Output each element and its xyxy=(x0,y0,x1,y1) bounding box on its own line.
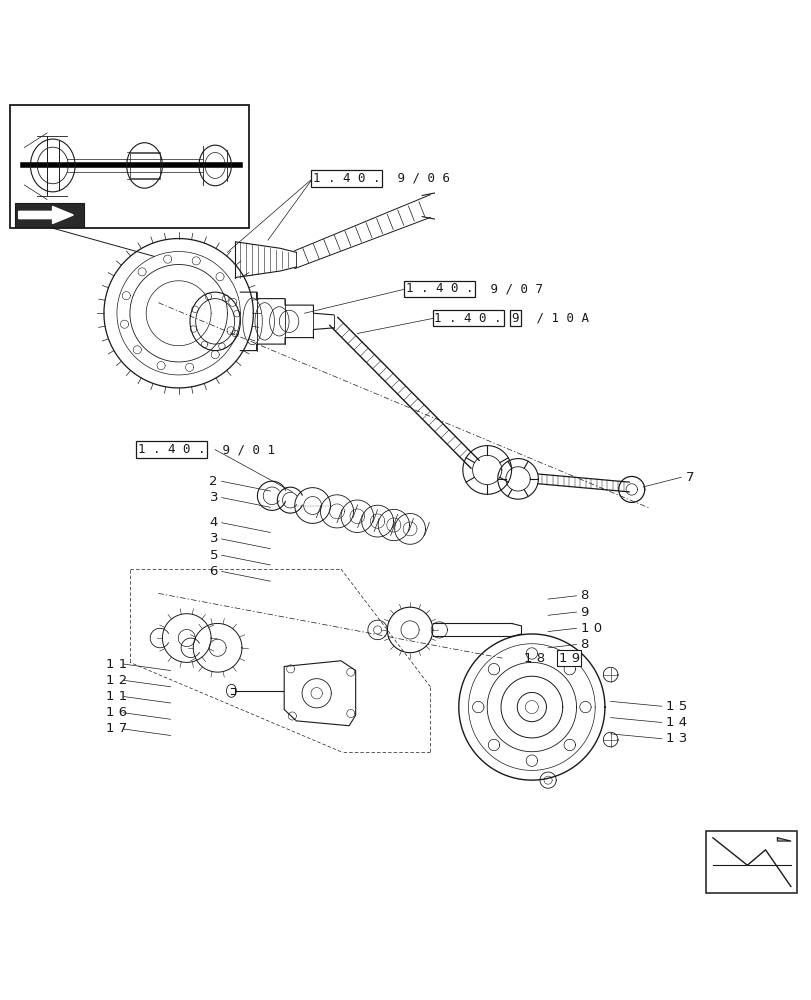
Text: 1 . 4 0 .: 1 . 4 0 . xyxy=(312,172,380,185)
Text: 1 3: 1 3 xyxy=(665,732,686,745)
Polygon shape xyxy=(776,838,790,841)
Bar xyxy=(706,831,796,893)
Text: 1 . 4 0 .: 1 . 4 0 . xyxy=(434,312,501,325)
Text: 6: 6 xyxy=(209,565,217,578)
Text: 1 5: 1 5 xyxy=(665,700,686,713)
Text: 5: 5 xyxy=(209,549,217,562)
Text: 1 8: 1 8 xyxy=(523,652,544,665)
Text: 1 1: 1 1 xyxy=(105,690,127,703)
Text: 8: 8 xyxy=(580,638,588,651)
Text: 1 . 4 0 .: 1 . 4 0 . xyxy=(138,443,205,456)
Text: 1 4: 1 4 xyxy=(665,716,686,729)
Text: 7: 7 xyxy=(685,471,693,484)
Text: 1 9: 1 9 xyxy=(558,652,579,665)
Text: 4: 4 xyxy=(209,516,217,529)
Bar xyxy=(10,105,249,228)
Text: 1 6: 1 6 xyxy=(105,706,127,719)
Text: 9 / 0 6: 9 / 0 6 xyxy=(389,172,449,185)
Text: 9: 9 xyxy=(511,312,518,325)
Bar xyxy=(130,153,160,178)
Text: 1 0: 1 0 xyxy=(580,622,601,635)
Text: 9 / 0 7: 9 / 0 7 xyxy=(483,282,543,295)
Text: 9: 9 xyxy=(580,606,588,619)
Polygon shape xyxy=(19,206,73,224)
Text: 3: 3 xyxy=(209,532,217,545)
Bar xyxy=(15,203,84,227)
Text: / 1 0 A: / 1 0 A xyxy=(529,312,589,325)
Text: 1 1: 1 1 xyxy=(105,658,127,671)
Text: 1 . 4 0 .: 1 . 4 0 . xyxy=(406,282,473,295)
Text: 8: 8 xyxy=(580,589,588,602)
Text: 1 2: 1 2 xyxy=(105,674,127,687)
Text: 2: 2 xyxy=(209,475,217,488)
Text: 3: 3 xyxy=(209,491,217,504)
Text: 9 / 0 1: 9 / 0 1 xyxy=(215,443,275,456)
Text: 1 7: 1 7 xyxy=(105,722,127,735)
